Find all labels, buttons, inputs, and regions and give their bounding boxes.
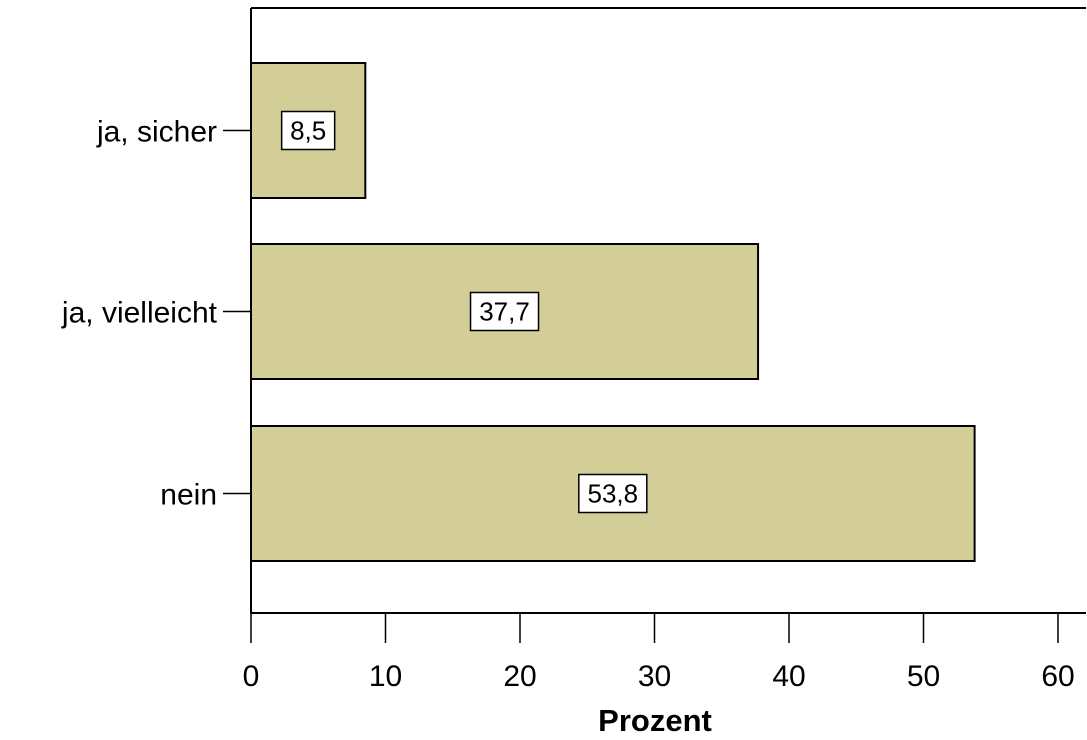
category-label: ja, vielleicht bbox=[61, 297, 218, 330]
value-label: 53,8 bbox=[588, 479, 639, 509]
value-label-box bbox=[280, 110, 336, 151]
value-label-box bbox=[578, 473, 648, 514]
category-label: nein bbox=[160, 479, 217, 512]
value-label-box bbox=[469, 291, 540, 332]
x-tick-label: 20 bbox=[503, 660, 536, 693]
category-label: ja, sicher bbox=[96, 116, 217, 149]
x-axis-title: Prozent bbox=[598, 703, 712, 735]
x-tick-label: 40 bbox=[772, 660, 805, 693]
x-tick-label: 0 bbox=[243, 660, 260, 693]
x-tick-label: 60 bbox=[1041, 660, 1074, 693]
value-label: 37,7 bbox=[479, 297, 530, 327]
x-tick-label: 30 bbox=[638, 660, 671, 693]
value-label: 8,5 bbox=[290, 116, 326, 146]
x-tick-label: 10 bbox=[369, 660, 402, 693]
x-tick-label: 50 bbox=[907, 660, 940, 693]
